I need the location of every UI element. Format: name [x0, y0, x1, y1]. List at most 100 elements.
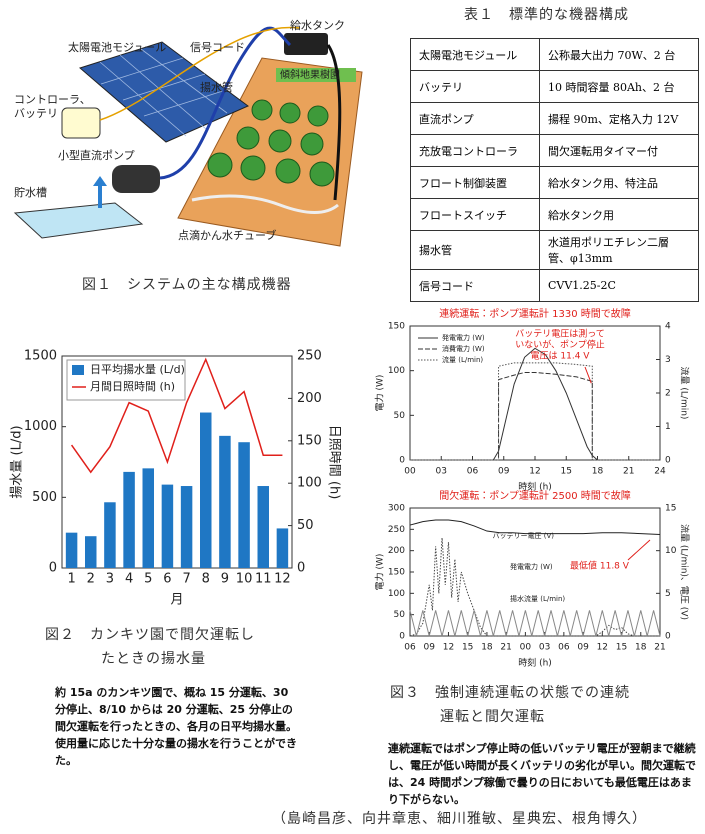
solar-panel	[78, 41, 249, 143]
figure-caption: 図３ 強制連続運転の状態での連続	[390, 685, 630, 701]
x-tick-label: 18	[481, 643, 493, 653]
table-row: 充放電コントローラ 間欠運転用タイマー付	[410, 134, 699, 167]
annotation: いないが、ポンプ停止	[515, 339, 605, 351]
line	[70, 357, 283, 474]
legend-label: 流量 (L/min)	[442, 355, 483, 364]
x-tick-label: 15	[462, 643, 473, 653]
figure-caption: 図２ カンキツ園で間欠運転し	[45, 627, 255, 643]
x-tick-label: 8	[202, 572, 210, 587]
x-tick-label: 7	[182, 572, 190, 587]
table-row: 信号コード CVV1.25-2C	[410, 269, 699, 302]
signal-cord	[99, 26, 301, 121]
y-tick-label: 100	[388, 589, 405, 599]
controller-box	[61, 107, 101, 139]
label: 揚水管	[200, 80, 233, 94]
x-tick-label: 12	[529, 467, 540, 477]
y2-tick-label: 200	[297, 391, 322, 406]
y2-tick-label: 0	[297, 561, 305, 576]
table-row: 直流ポンプ 揚程 90m、定格入力 12V	[410, 102, 699, 135]
x-axis-label: 月	[170, 593, 183, 608]
equipment-table: 太陽電池モジュール 公称最大出力 70W、2 台バッテリ 10 時間容量 80Ah、…	[410, 38, 699, 302]
y2-tick-label: 15	[665, 504, 676, 514]
y-tick-label: 500	[32, 490, 57, 505]
table-cell: 信号コード	[410, 269, 540, 302]
figure-text: 連続運転ではポンプ停止時の低いバッテリ電圧が翌朝まで継続し、電圧が低い時間が長く…	[388, 742, 696, 806]
figure-caption: 運転と間欠運転	[440, 709, 545, 725]
table-row: フロート制御装置 給水タンク用、特注品	[410, 166, 699, 199]
y2-tick-label: 100	[297, 476, 322, 491]
table-cell: フロート制御装置	[410, 166, 540, 199]
bar	[219, 435, 231, 568]
legend-label: 月間日照時間 (h)	[90, 380, 175, 393]
y-axis-label: 電力 (W)	[374, 554, 386, 591]
x-tick-label: 4	[125, 572, 133, 587]
plot-frame	[409, 507, 661, 637]
x-tick-label: 12	[274, 572, 291, 587]
y2-tick-label: 5	[665, 589, 671, 599]
figure-caption: たときの揚水量	[101, 651, 206, 667]
table-cell: CVV1.25-2C	[539, 269, 699, 302]
y2-tick-label: 10	[665, 546, 677, 556]
authors: （島崎昌彦、向井章恵、細川雅敏、星典宏、根角博久）	[272, 811, 647, 827]
legend-swatch	[72, 365, 84, 375]
x-tick-label: 9	[221, 572, 229, 587]
x-axis-label: 時刻 (h)	[518, 482, 552, 493]
plot-frame	[61, 355, 293, 569]
y2-axis-label: 流量 (L/min)、電圧 (V)	[679, 524, 691, 620]
y-tick-label: 250	[388, 525, 405, 535]
legend-label: 発電電力 (W)	[510, 562, 553, 571]
bar	[276, 528, 289, 568]
table-row: バッテリ 10 時間容量 80Ah、2 台	[410, 70, 699, 103]
annotation-arrow	[627, 539, 651, 561]
x-tick-label: 6	[163, 572, 171, 587]
x-tick-label: 15	[616, 643, 627, 653]
table-cell: 揚程 90m、定格入力 12V	[539, 102, 699, 135]
x-tick-label: 11	[255, 572, 272, 587]
bar	[161, 484, 174, 568]
y2-tick-label: 0	[665, 632, 671, 642]
bar	[123, 471, 135, 568]
supply-tank	[284, 33, 328, 55]
x-tick-label: 3	[106, 572, 114, 587]
x-tick-label: 15	[561, 467, 572, 477]
legend-label: 発電電力 (W)	[442, 333, 485, 342]
table-cell: バッテリ	[410, 70, 540, 103]
table-cell: 水道用ポリエチレン二層管、φ13mm	[539, 230, 699, 270]
pipe-line	[159, 26, 292, 180]
supply-pipe	[326, 44, 342, 201]
y2-axis-label: 流量 (L/min)	[679, 367, 691, 420]
pump-shape	[112, 165, 160, 193]
x-tick-label: 21	[623, 467, 634, 477]
y-tick-label: 300	[388, 504, 405, 514]
label: 点滴かん水チューブ	[178, 228, 276, 242]
y2-tick-label: 4	[665, 322, 671, 332]
x-tick-label: 03	[436, 467, 447, 477]
flow-arrowhead	[93, 176, 107, 186]
table-cell: 揚水管	[410, 230, 540, 270]
table-cell: 公称最大出力 70W、2 台	[539, 38, 699, 71]
y2-tick-label: 3	[665, 355, 671, 365]
line	[409, 519, 661, 535]
x-tick-label: 09	[498, 467, 510, 477]
x-tick-label: 12	[597, 643, 608, 653]
y-tick-label: 150	[388, 568, 405, 578]
label: 信号コード	[190, 40, 245, 54]
bar	[200, 412, 212, 568]
legend-label: 消費電力 (W)	[442, 344, 485, 353]
line	[409, 537, 660, 637]
bar	[142, 468, 154, 568]
legend-box	[66, 359, 186, 401]
reservoir-shape	[13, 202, 144, 239]
bar	[65, 532, 78, 568]
figure-caption: 図１ システムの主な構成機器	[82, 277, 292, 293]
x-tick-label: 00	[404, 467, 416, 477]
x-tick-label: 21	[500, 643, 511, 653]
y-tick-label: 200	[388, 546, 405, 556]
label: 太陽電池モジュール	[68, 41, 166, 54]
x-tick-label: 00	[520, 643, 532, 653]
system-illustration: 太陽電池モジュール 信号コード 給水タンク 傾斜地果樹園 揚水管 コントローラ、…	[13, 19, 363, 247]
y2-tick-label: 250	[297, 349, 322, 364]
y-tick-label: 100	[388, 366, 405, 376]
y-axis-label: 電力 (W)	[374, 375, 386, 412]
